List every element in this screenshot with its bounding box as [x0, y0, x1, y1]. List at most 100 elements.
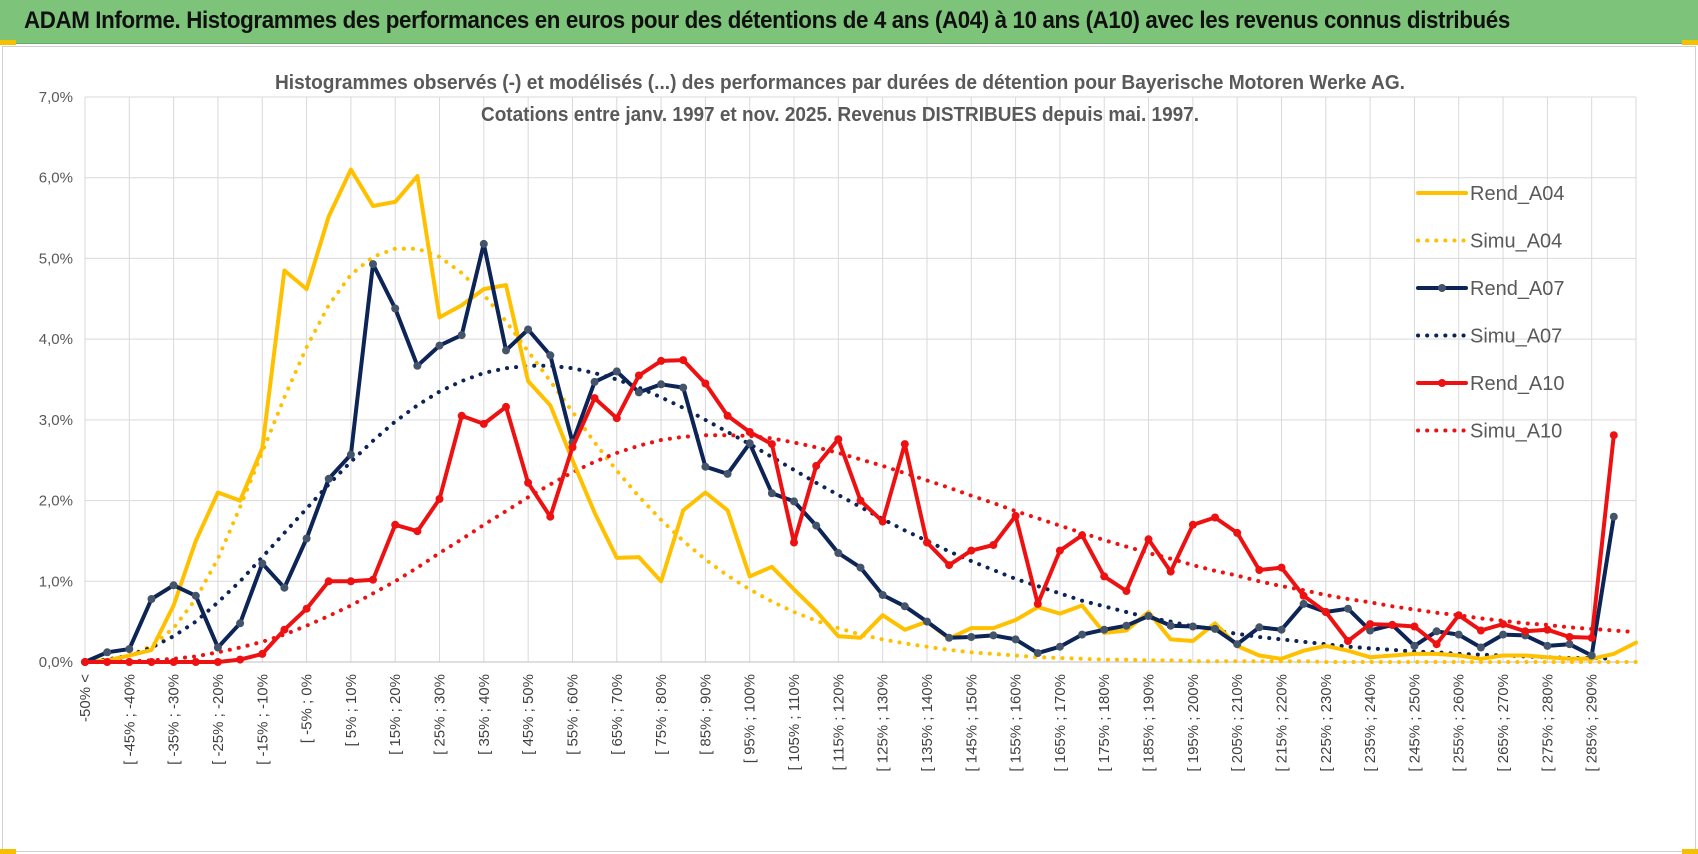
data-point	[1410, 641, 1419, 650]
data-point	[457, 411, 466, 420]
data-point	[1011, 635, 1020, 644]
x-tick-label: [ 255% ; 260%	[1451, 674, 1468, 772]
y-tick-label: 5,0%	[39, 250, 73, 267]
data-point	[1122, 587, 1131, 595]
data-point	[1499, 620, 1508, 629]
data-point	[1078, 630, 1087, 639]
data-point	[634, 388, 643, 397]
series-line-simu-a10	[83, 433, 1638, 664]
legend-label: Simu_A07	[1470, 326, 1562, 348]
data-point	[1144, 612, 1153, 620]
data-point	[1432, 640, 1441, 649]
data-point	[1565, 640, 1574, 649]
data-point	[723, 469, 732, 478]
x-tick-label: [ 205% ; 210%	[1229, 674, 1246, 772]
data-point	[435, 495, 444, 503]
corner-marker-top-left	[0, 40, 16, 45]
x-tick-label: [ 165% ; 170%	[1052, 674, 1069, 772]
data-point	[1299, 591, 1308, 600]
y-tick-label: 7,0%	[39, 89, 73, 106]
data-point	[413, 361, 422, 370]
legend-marker	[1438, 379, 1446, 387]
data-point	[701, 462, 710, 471]
data-point	[989, 541, 998, 549]
legend-label: Rend_A04	[1470, 183, 1565, 205]
chart-subtitle: Cotations entre janv. 1997 et nov. 2025.…	[481, 104, 1199, 126]
data-point	[1100, 625, 1109, 634]
data-point	[612, 367, 621, 376]
data-point	[1609, 431, 1618, 440]
x-tick-label: [ -35% ; -30%	[166, 674, 183, 765]
data-point	[1521, 627, 1530, 636]
y-tick-label: 2,0%	[39, 493, 73, 510]
data-point	[1432, 627, 1441, 636]
series-line-simu-a04	[83, 246, 1638, 664]
data-point	[302, 534, 311, 543]
data-point	[878, 517, 887, 526]
data-point	[391, 304, 400, 313]
data-point	[1476, 626, 1485, 635]
data-point	[856, 563, 865, 572]
x-tick-label: [ 215% ; 220%	[1273, 674, 1290, 772]
corner-marker-bottom-left	[0, 849, 16, 854]
data-point	[923, 617, 931, 626]
x-tick-label: [ 45% ; 50%	[520, 674, 537, 755]
chart-title: Histogrammes observés (-) et modélisés (…	[275, 72, 1405, 94]
x-tick-label: [ 35% ; 40%	[476, 674, 493, 755]
x-tick-label: [ -45% ; -40%	[121, 674, 138, 765]
data-point	[1454, 611, 1463, 620]
data-point	[546, 351, 555, 360]
data-point	[856, 496, 865, 505]
data-point	[191, 591, 200, 600]
data-point	[524, 325, 533, 334]
data-point	[634, 371, 643, 380]
data-point	[1410, 622, 1419, 631]
data-point	[280, 583, 289, 592]
data-point	[302, 604, 311, 613]
data-point	[701, 379, 710, 388]
data-point	[834, 549, 843, 557]
x-tick-label: [ 285% ; 290%	[1584, 674, 1601, 772]
data-point	[1033, 599, 1042, 608]
x-tick-label: [ 265% ; 270%	[1495, 674, 1512, 772]
data-point	[103, 658, 112, 666]
data-point	[1388, 620, 1397, 629]
data-point	[590, 377, 599, 386]
data-point	[1543, 625, 1552, 634]
data-point	[834, 435, 843, 444]
data-point	[679, 383, 688, 392]
data-point	[1277, 625, 1286, 634]
data-point	[1011, 511, 1020, 520]
x-tick-label: [ 5% ; 10%	[343, 674, 360, 747]
data-point	[945, 561, 954, 570]
y-tick-label: 6,0%	[39, 170, 73, 187]
series-line-rend-a07	[83, 241, 1616, 664]
x-tick-label: [ 125% ; 130%	[875, 674, 892, 772]
legend-marker	[1438, 284, 1446, 292]
series-lines	[81, 167, 1638, 666]
data-point	[812, 461, 821, 470]
data-point	[81, 658, 89, 666]
x-tick-label: [ 245% ; 250%	[1406, 674, 1423, 772]
data-point	[1188, 520, 1197, 529]
data-point	[169, 581, 178, 590]
x-tick-label: [ -15% ; -10%	[254, 674, 271, 765]
data-point	[369, 575, 377, 584]
data-point	[1055, 546, 1064, 555]
x-tick-label: [ 55% ; 60%	[564, 674, 581, 755]
data-point	[1543, 641, 1552, 650]
x-tick-label: [ -25% ; -20%	[210, 674, 227, 765]
data-point	[479, 239, 488, 248]
x-tick-label: [ 195% ; 200%	[1185, 674, 1202, 772]
data-point	[1166, 621, 1175, 630]
data-point	[457, 331, 466, 340]
data-point	[1211, 513, 1219, 522]
data-point	[1255, 623, 1264, 632]
x-tick-label: [ 15% ; 20%	[387, 674, 404, 755]
data-point	[103, 648, 112, 657]
data-point	[125, 645, 134, 654]
data-point	[1055, 642, 1064, 651]
x-tick-label: -50% <	[77, 674, 94, 722]
data-point	[1078, 531, 1087, 540]
